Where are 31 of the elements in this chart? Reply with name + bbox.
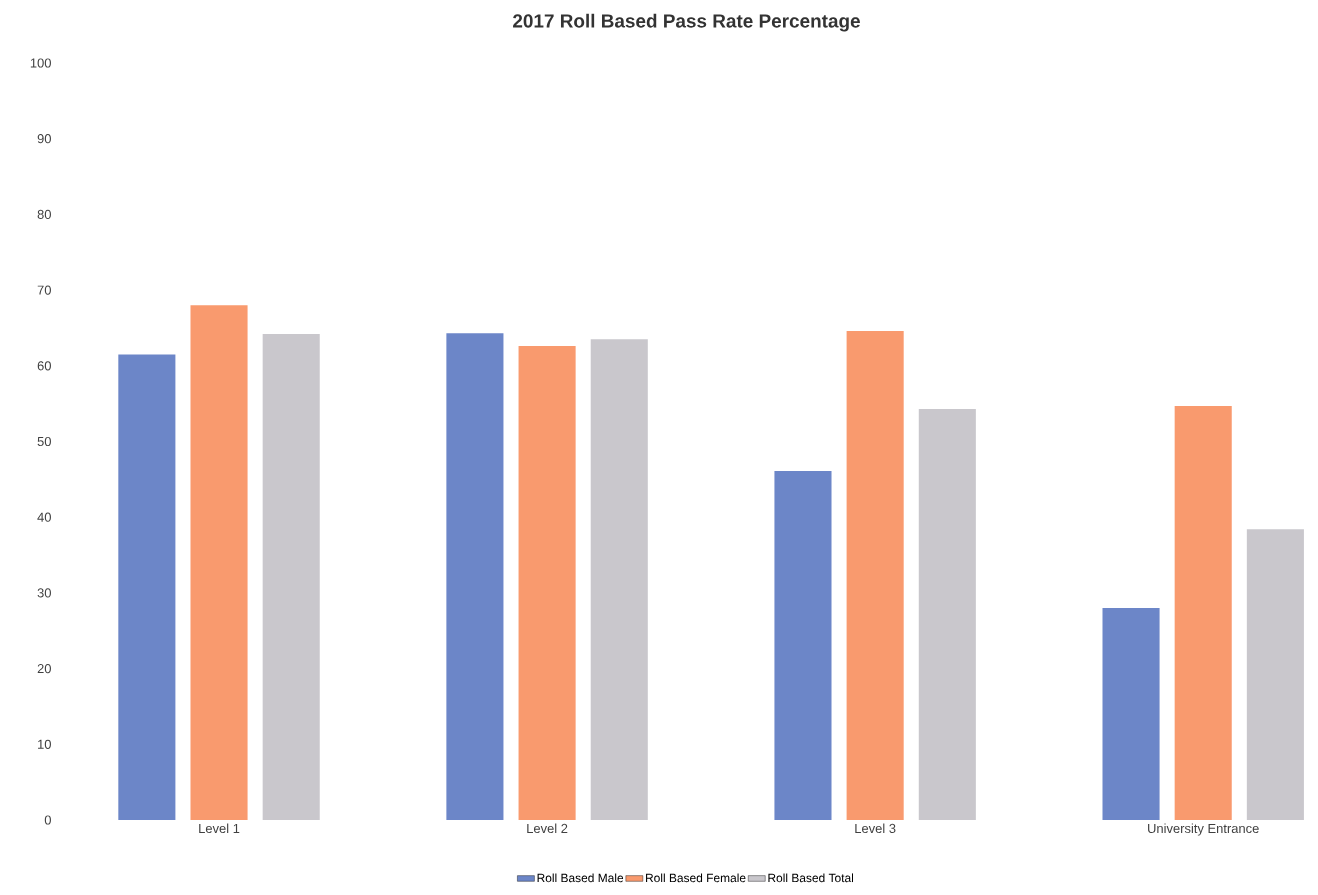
- x-tick-label: Level 2: [527, 823, 568, 834]
- x-tick-label: University Entrance: [1148, 823, 1259, 836]
- bar: [590, 339, 648, 820]
- bar: [918, 408, 976, 820]
- y-tick-label: 60: [37, 361, 51, 371]
- legend-label: Roll Based Male: [537, 873, 624, 883]
- legend-label: Roll Based Female: [646, 873, 746, 883]
- y-tick-label: 100: [30, 58, 51, 68]
- y-tick-label: 90: [37, 134, 51, 144]
- bar: [1174, 405, 1232, 820]
- chart-title: 2017 Roll Based Pass Rate Percentage: [513, 13, 860, 32]
- bar: [262, 334, 320, 820]
- y-tick-label: 70: [37, 285, 51, 295]
- x-tick-label: Level 3: [855, 823, 896, 834]
- bar: [774, 471, 832, 820]
- bar: [1246, 529, 1304, 820]
- legend-label: Roll Based Total: [768, 873, 854, 883]
- y-tick-label: 30: [37, 588, 51, 598]
- y-tick-label: 0: [44, 815, 51, 825]
- bar: [190, 305, 248, 820]
- y-tick-label: 20: [37, 664, 51, 674]
- y-tick-label: 10: [38, 739, 51, 749]
- y-tick-label: 50: [37, 436, 51, 447]
- x-tick-label: Level 1: [199, 823, 240, 834]
- bar: [846, 330, 904, 820]
- bar: [518, 346, 576, 820]
- bar: [118, 354, 176, 820]
- bar: [446, 333, 504, 820]
- bar: [1102, 608, 1160, 820]
- y-tick-label: 80: [37, 209, 51, 219]
- y-tick-label: 40: [37, 512, 51, 522]
